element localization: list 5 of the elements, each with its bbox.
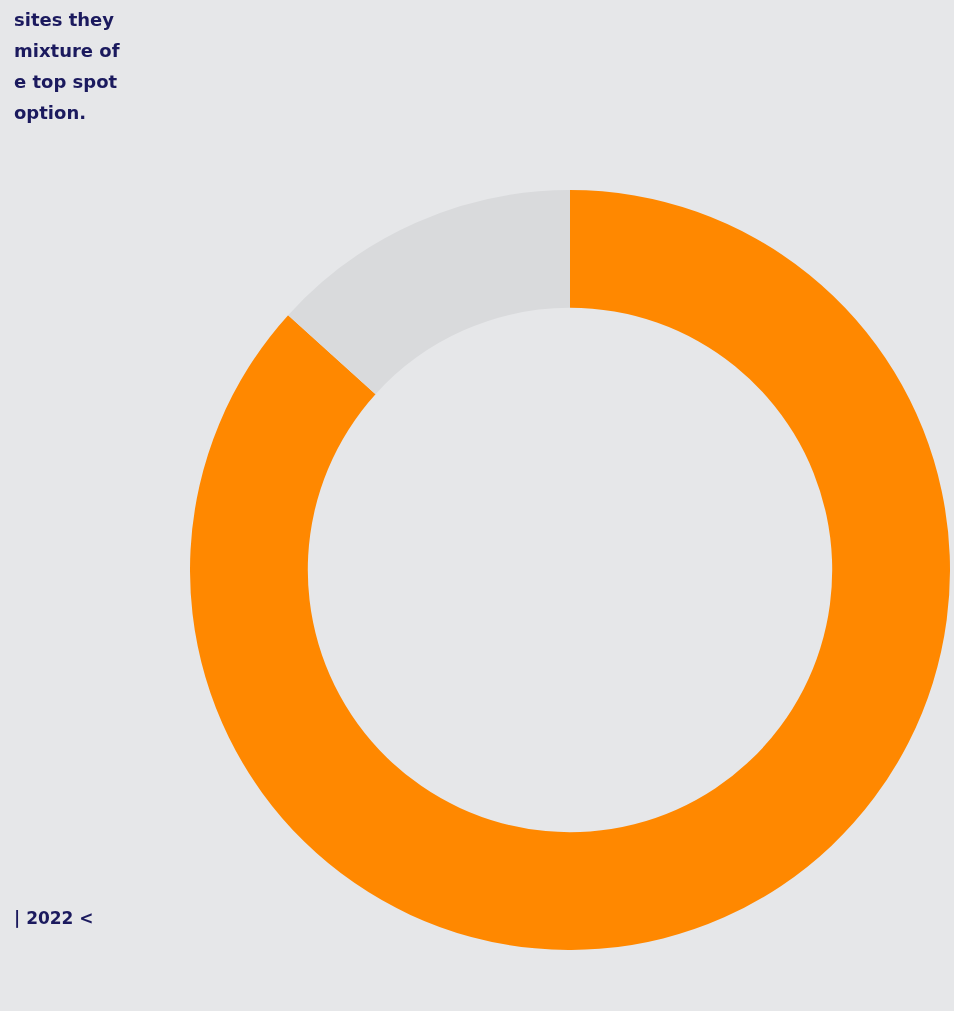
text: sites they	[14, 8, 116, 32]
text: | 2022 <	[14, 908, 94, 928]
text: option.	[14, 101, 88, 125]
text: mixture of	[14, 39, 120, 63]
text: e top spot	[14, 70, 119, 94]
